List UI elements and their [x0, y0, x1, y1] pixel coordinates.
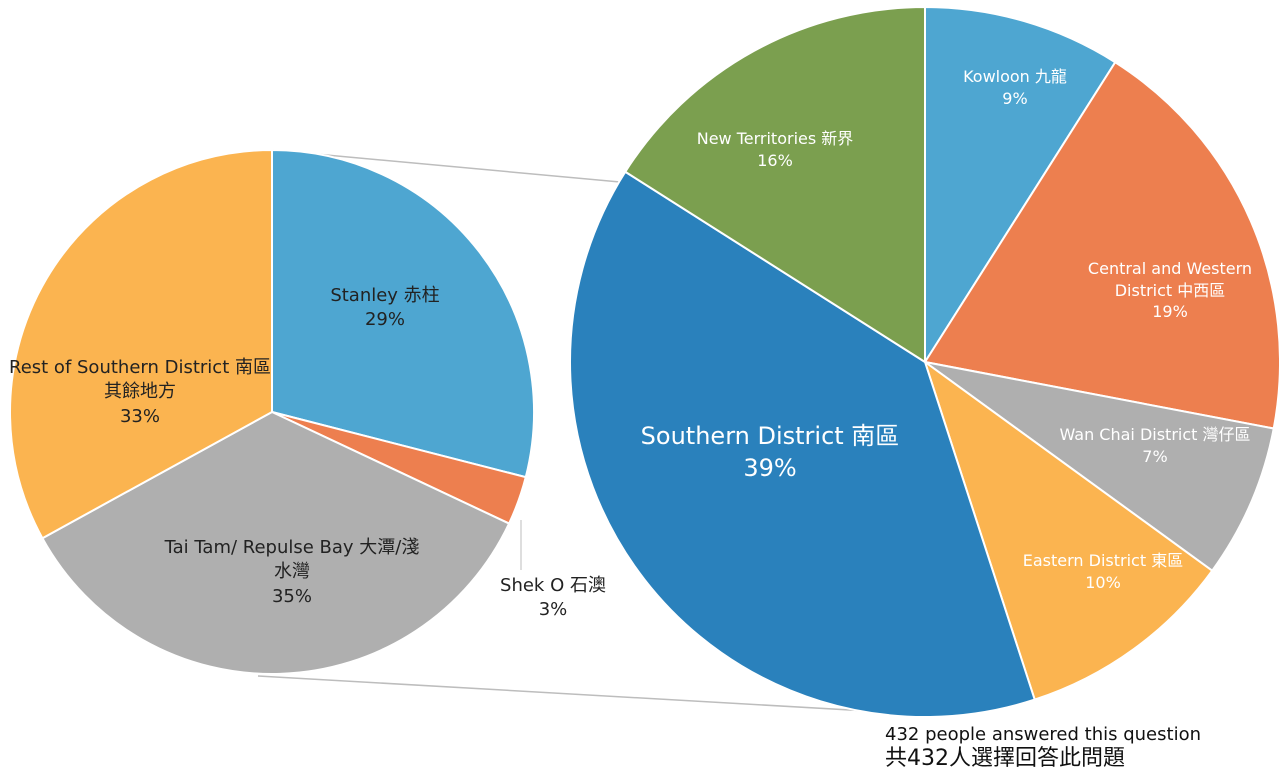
- slice-label: Eastern District 東區 10%: [993, 550, 1213, 593]
- pie-slice: [924, 361, 1275, 573]
- slice-label: New Territories 新界 16%: [660, 128, 890, 171]
- slice-name: Eastern District 東區: [1022, 551, 1184, 570]
- slice-name: Kowloon 九龍: [963, 67, 1067, 86]
- slice-label: Wan Chai District 灣仔區 7%: [1035, 424, 1275, 467]
- slice-value: 29%: [364, 309, 405, 331]
- pie-slice: [623, 5, 926, 364]
- pie-slice: [924, 5, 1117, 366]
- slice-name: Wan Chai District 灣仔區: [1059, 425, 1251, 444]
- slice-name: Central and Western District 中西區: [1087, 259, 1253, 300]
- slice-value: 16%: [757, 150, 793, 170]
- slice-value: 7%: [1142, 446, 1168, 466]
- pie-slice: [569, 170, 1036, 718]
- slice-value: 35%: [271, 585, 312, 607]
- slice-value: 9%: [1002, 88, 1028, 108]
- pie-slice: [923, 60, 1279, 430]
- slice-name: Shek O 石澳: [500, 575, 606, 596]
- slice-label: Tai Tam/ Repulse Bay 大潭/淺水灣 35%: [162, 536, 422, 609]
- slice-name: New Territories 新界: [696, 129, 854, 148]
- annotation-line: 共432人選擇回答此問題: [885, 745, 1125, 771]
- slice-name: Tai Tam/ Repulse Bay 大潭/淺水灣: [164, 537, 420, 583]
- slice-value: 33%: [119, 405, 160, 427]
- slice-label: Rest of Southern District 南區其餘地方 33%: [5, 356, 275, 429]
- slice-value: 3%: [538, 599, 568, 621]
- slice-name: Rest of Southern District 南區其餘地方: [9, 357, 271, 403]
- slice-label: Southern District 南區 39%: [640, 420, 900, 485]
- pie-slice: [41, 410, 511, 675]
- slice-value: 19%: [1152, 302, 1188, 322]
- slice-name: Southern District 南區: [640, 422, 900, 450]
- slice-label: Stanley 赤柱 29%: [285, 284, 485, 333]
- slice-value: 10%: [1085, 572, 1121, 592]
- connector-line: [257, 675, 886, 713]
- annotation: 432 people answered this question 共432人選…: [885, 724, 1201, 772]
- pie-slice: [923, 359, 1214, 701]
- annotation-line: 432 people answered this question: [885, 724, 1201, 745]
- slice-label: Kowloon 九龍 9%: [915, 66, 1115, 109]
- slice-label: Shek O 石澳 3%: [473, 574, 633, 623]
- pie-slice: [271, 148, 535, 479]
- connector-line: [271, 149, 621, 183]
- slice-value: 39%: [743, 454, 797, 483]
- slice-name: Stanley 赤柱: [330, 285, 440, 306]
- slice-label: Central and Western District 中西區 19%: [1083, 258, 1258, 323]
- pie-slice: [9, 148, 273, 540]
